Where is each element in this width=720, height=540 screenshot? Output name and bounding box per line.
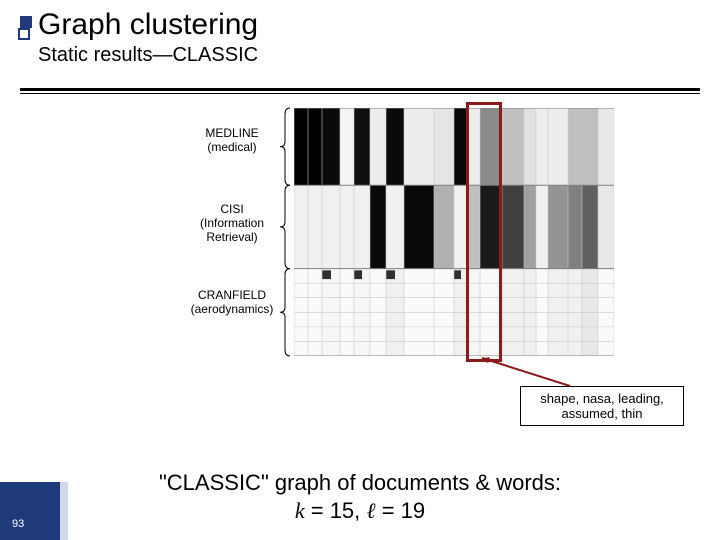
slide-subtitle: Static results—CLASSIC [38, 44, 258, 67]
caption-k: k [295, 498, 305, 523]
slide-title: Graph clustering [38, 8, 258, 42]
label-medline: MEDLINE (medical) [172, 126, 292, 154]
title-rule-thin [20, 93, 700, 94]
title-bullet-outline [18, 28, 30, 40]
highlight-column [466, 102, 502, 362]
caption-line2: k = 15, ℓ = 19 [0, 498, 720, 524]
cluster-matrix-svg [294, 108, 614, 356]
label-cisi: CISI (Information Retrieval) [172, 202, 292, 244]
label-cisi-desc2: Retrieval) [172, 230, 292, 244]
label-cisi-name: CISI [172, 202, 292, 216]
annotation-terms: shape, nasa, leading, assumed, thin [520, 386, 684, 426]
caption-eq1: = 15, [305, 498, 367, 523]
label-medline-name: MEDLINE [172, 126, 292, 140]
label-cranfield-desc: (aerodynamics) [172, 302, 292, 316]
caption-eq2: = 19 [376, 498, 426, 523]
page-number: 93 [12, 518, 24, 530]
label-cranfield-name: CRANFIELD [172, 288, 292, 302]
footer-accent-bar-light [60, 482, 68, 540]
caption-line1: "CLASSIC" graph of documents & words: [0, 470, 720, 496]
caption-l: ℓ [366, 498, 375, 523]
title-bullet-filled [20, 16, 32, 28]
footer-accent-bar [0, 482, 60, 540]
annotation-line2: assumed, thin [529, 406, 675, 421]
title-block: Graph clustering Static results—CLASSIC [38, 8, 258, 67]
cluster-matrix [294, 108, 614, 356]
title-rule-thick [20, 88, 700, 91]
label-cranfield: CRANFIELD (aerodynamics) [172, 288, 292, 316]
caption-line1-text: "CLASSIC" graph of documents & words: [159, 470, 561, 495]
label-cisi-desc1: (Information [172, 216, 292, 230]
label-medline-desc: (medical) [172, 140, 292, 154]
annotation-line1: shape, nasa, leading, [529, 391, 675, 406]
